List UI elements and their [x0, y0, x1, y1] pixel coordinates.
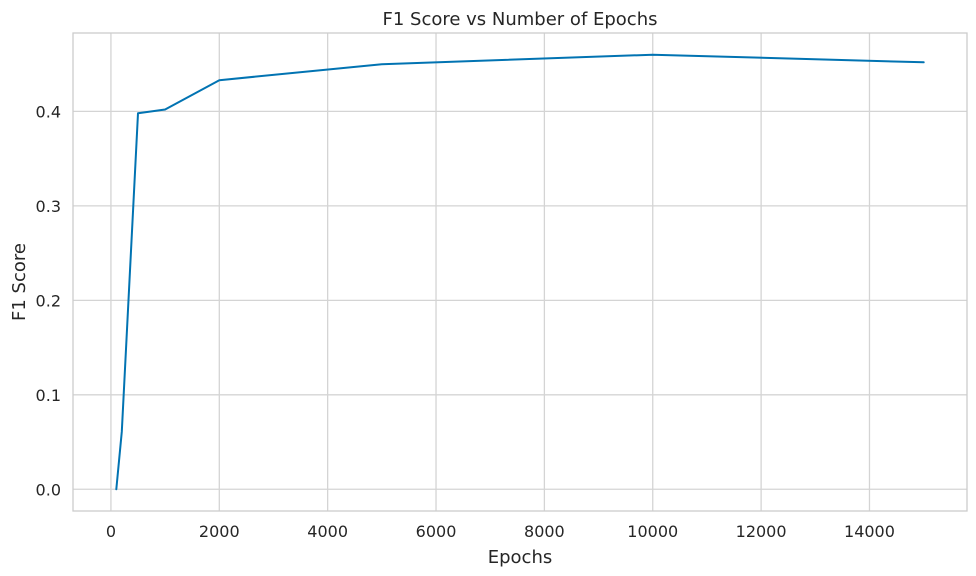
x-tick-label: 6000 — [416, 522, 457, 541]
series-line — [115, 53, 925, 491]
x-tick-label: 4000 — [307, 522, 348, 541]
y-tick-label: 0.3 — [36, 197, 61, 216]
y-tick-label: 0.0 — [36, 480, 61, 499]
x-axis-title: Epochs — [488, 547, 553, 568]
chart-title: F1 Score vs Number of Epochs — [382, 9, 657, 30]
y-tick-label: 0.4 — [36, 102, 61, 121]
x-tick-labels: 0 2000 4000 6000 8000 10000 12000 14000 — [106, 522, 895, 541]
series-group — [115, 53, 925, 491]
x-tick-label: 12000 — [736, 522, 787, 541]
gridlines — [73, 33, 967, 511]
plot-frame — [72, 32, 968, 512]
y-axis-title: F1 Score — [9, 243, 30, 321]
x-tick-label: 14000 — [844, 522, 895, 541]
y-tick-label: 0.1 — [36, 386, 61, 405]
x-tick-label: 8000 — [524, 522, 565, 541]
x-tick-label: 10000 — [627, 522, 678, 541]
x-tick-label: 0 — [106, 522, 116, 541]
y-tick-label: 0.2 — [36, 291, 61, 310]
x-tick-label: 2000 — [199, 522, 240, 541]
y-tick-labels: 0.0 0.1 0.2 0.3 0.4 — [36, 102, 61, 499]
